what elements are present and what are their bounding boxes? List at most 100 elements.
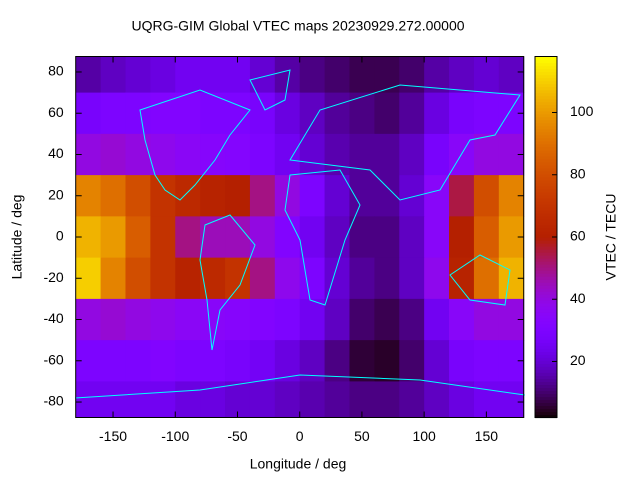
- colorbar-segment: [535, 56, 557, 61]
- heat-cell: [100, 216, 126, 259]
- colorbar-tick-label: 100: [570, 103, 594, 119]
- heat-cell: [299, 175, 326, 217]
- colorbar-label: VTEC / TECU: [603, 194, 619, 281]
- colorbar-segment: [535, 203, 557, 208]
- x-tick-label: -150: [99, 428, 127, 444]
- colorbar: [535, 56, 557, 419]
- heat-cell: [449, 175, 475, 217]
- heat-cell: [249, 175, 276, 217]
- colorbar-segment: [535, 173, 557, 178]
- colorbar-segment: [535, 200, 557, 205]
- colorbar-segment: [535, 152, 557, 157]
- heat-cell: [225, 175, 251, 217]
- heat-cell: [200, 257, 226, 300]
- heat-cell: [200, 216, 226, 259]
- colorbar-segment: [535, 119, 557, 124]
- colorbar-segment: [535, 104, 557, 109]
- colorbar-segment: [535, 230, 557, 235]
- heat-cell: [498, 56, 525, 94]
- heat-cell: [150, 175, 176, 217]
- colorbar-segment: [535, 342, 557, 346]
- heat-cell: [498, 381, 525, 418]
- colorbar-segment: [535, 300, 557, 304]
- colorbar-segment: [535, 345, 557, 349]
- heat-cell: [424, 92, 450, 135]
- colorbar-segment: [535, 378, 557, 382]
- heat-cell: [349, 56, 375, 94]
- colorbar-segment: [535, 218, 557, 223]
- heat-cell: [125, 216, 151, 259]
- colorbar-segment: [535, 384, 557, 389]
- colorbar-segment: [535, 381, 557, 386]
- colorbar-segment: [535, 303, 557, 307]
- heat-cell: [349, 257, 375, 300]
- colorbar-segment: [535, 396, 557, 401]
- heat-cell: [324, 133, 350, 176]
- colorbar-segment: [535, 77, 557, 82]
- heat-cell: [225, 257, 251, 300]
- colorbar-tick-label: 20: [570, 352, 586, 368]
- heat-cell: [449, 92, 475, 135]
- heat-cell: [399, 56, 425, 94]
- heat-cell: [324, 340, 350, 382]
- heat-cell: [473, 298, 500, 341]
- heat-cell: [324, 92, 350, 135]
- colorbar-segment: [535, 258, 557, 262]
- colorbar-segment: [535, 360, 557, 364]
- colorbar-segment: [535, 134, 557, 139]
- colorbar-tick-label: 40: [570, 290, 586, 306]
- colorbar-segment: [535, 161, 557, 166]
- heat-cell: [449, 56, 475, 94]
- colorbar-segment: [535, 227, 557, 232]
- colorbar-segment: [535, 158, 557, 163]
- heat-cell: [349, 298, 375, 341]
- heat-cell: [473, 175, 500, 217]
- heat-cell: [399, 381, 425, 418]
- colorbar-segment: [535, 128, 557, 133]
- heat-cell: [399, 216, 425, 259]
- heat-cell: [100, 257, 126, 300]
- coastline: [139, 89, 251, 201]
- colorbar-tick-label: 60: [570, 228, 586, 244]
- heat-cell: [75, 381, 102, 418]
- colorbar-segment: [535, 294, 557, 298]
- heat-cell: [449, 216, 475, 259]
- heat-cell: [274, 381, 301, 418]
- colorbar-segment: [535, 408, 557, 413]
- x-tick-label: 50: [354, 428, 370, 444]
- heat-cell: [299, 216, 326, 259]
- x-axis-label: Longitude / deg: [250, 456, 347, 472]
- heat-cell: [125, 133, 151, 176]
- heat-cell: [374, 298, 400, 341]
- colorbar-segment: [535, 176, 557, 181]
- y-tick-label: 0: [56, 228, 64, 244]
- colorbar-segment: [535, 95, 557, 100]
- heat-cell: [424, 257, 450, 300]
- colorbar-segment: [535, 390, 557, 395]
- colorbar-segment: [535, 65, 557, 70]
- heat-cell: [374, 381, 400, 418]
- heat-cell: [374, 216, 400, 259]
- coastline: [74, 374, 526, 399]
- colorbar-segment: [535, 89, 557, 94]
- heat-cell: [374, 340, 400, 382]
- heat-cell: [200, 175, 226, 217]
- heat-cell: [150, 56, 176, 94]
- colorbar-segment: [535, 86, 557, 91]
- colorbar-tick-label: 80: [570, 165, 586, 181]
- colorbar-segment: [535, 372, 557, 376]
- colorbar-segment: [535, 131, 557, 136]
- colorbar-segment: [535, 327, 557, 331]
- heat-cell: [100, 56, 126, 94]
- colorbar-segment: [535, 297, 557, 301]
- y-tick-label: 60: [48, 104, 64, 120]
- heat-cell: [424, 298, 450, 341]
- heat-cell: [349, 340, 375, 382]
- colorbar-segment: [535, 233, 557, 238]
- heat-cell: [125, 340, 151, 382]
- colorbar-segment: [535, 291, 557, 295]
- heat-cell: [399, 175, 425, 217]
- chart-title: UQRG-GIM Global VTEC maps 20230929.272.0…: [131, 18, 464, 34]
- heat-cell: [399, 298, 425, 341]
- heat-cell: [473, 340, 500, 382]
